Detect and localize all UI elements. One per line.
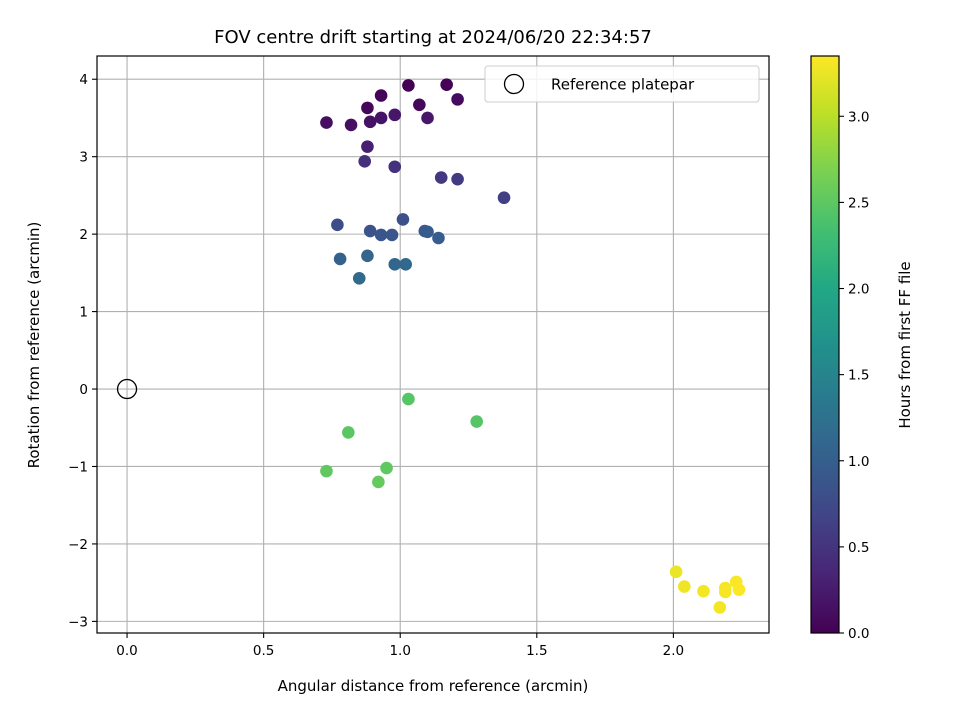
y-tick-label: −3 xyxy=(68,614,88,630)
scatter-point xyxy=(440,78,453,91)
scatter-point xyxy=(374,228,388,242)
scatter-point xyxy=(396,213,410,226)
colorbar-gradient xyxy=(811,56,839,633)
scatter-point xyxy=(388,258,402,271)
scatter-point xyxy=(697,584,710,598)
scatter-point xyxy=(358,155,372,168)
colorbar-tick-label: 1.0 xyxy=(848,454,869,470)
legend-marker-reference xyxy=(503,73,525,95)
scatter-point xyxy=(718,585,732,599)
scatter-point xyxy=(344,118,358,132)
scatter-point xyxy=(421,225,434,239)
scatter-point xyxy=(451,172,464,186)
y-tick-label: −2 xyxy=(68,537,88,553)
x-axis-ticks: 0.0 0.5 1.0 1.5 2.0 xyxy=(116,633,684,659)
scatter-point xyxy=(372,475,385,489)
y-tick-label: 3 xyxy=(79,150,88,166)
scatter-point xyxy=(342,426,355,439)
scatter-point xyxy=(413,98,426,112)
scatter-point xyxy=(331,218,344,232)
y-tick-label: 1 xyxy=(79,305,88,321)
scatter-point xyxy=(352,271,366,285)
scatter-point xyxy=(320,116,333,129)
scatter-point xyxy=(361,101,374,115)
scatter-point xyxy=(451,93,464,106)
scatter-point xyxy=(320,464,333,478)
colorbar-tick-label: 0.5 xyxy=(848,540,869,556)
scatter-point xyxy=(385,228,399,242)
chart-title: FOV centre drift starting at 2024/06/20 … xyxy=(214,27,652,48)
scatter-point xyxy=(402,79,415,92)
scatter-point xyxy=(388,108,402,122)
scatter-point xyxy=(374,111,388,125)
scatter-point xyxy=(361,249,374,263)
scatter-point xyxy=(713,601,727,614)
scatter-point xyxy=(421,111,434,125)
reference-marker-layer xyxy=(116,378,138,400)
y-axis-ticks: −3 −2 −1 0 1 2 3 4 xyxy=(68,72,97,630)
colorbar-label: Hours from first FF file xyxy=(896,261,914,428)
x-tick-label: 0.5 xyxy=(253,643,274,659)
scatter-point xyxy=(402,392,415,406)
colorbar-tick-label: 2.5 xyxy=(848,195,869,211)
scatter-point xyxy=(470,415,484,428)
legend-label-reference: Reference platepar xyxy=(551,76,695,94)
x-tick-label: 1.0 xyxy=(389,643,410,659)
scatter-point xyxy=(361,140,374,153)
x-axis-label: Angular distance from reference (arcmin) xyxy=(278,677,589,695)
scatter-point xyxy=(374,89,388,102)
scatter-point xyxy=(732,583,746,596)
scatter-point xyxy=(432,231,445,245)
colorbar: 0.0 0.5 1.0 1.5 2.0 2.5 3.0 xyxy=(810,55,869,642)
legend: Reference platepar xyxy=(484,65,760,103)
x-tick-label: 2.0 xyxy=(663,643,684,659)
scatter-point xyxy=(669,565,683,579)
colorbar-tick-label: 2.0 xyxy=(848,282,869,298)
x-tick-label: 1.5 xyxy=(526,643,547,659)
scatter-point xyxy=(363,224,377,238)
x-tick-label: 0.0 xyxy=(116,643,137,659)
scatter-point xyxy=(388,160,402,174)
scatter-point xyxy=(333,252,347,266)
y-tick-label: −1 xyxy=(68,459,88,475)
scatter-point xyxy=(363,115,377,129)
scatter-point xyxy=(497,191,511,205)
scatter-point xyxy=(380,461,393,475)
y-axis-label: Rotation from reference (arcmin) xyxy=(25,222,43,469)
scatter-point xyxy=(434,171,448,184)
colorbar-ticks: 0.0 0.5 1.0 1.5 2.0 2.5 3.0 xyxy=(839,109,869,642)
plot-area: 0.0 0.5 1.0 1.5 2.0 −3 −2 −1 0 1 2 3 4 xyxy=(68,55,770,659)
colorbar-frame xyxy=(810,55,840,634)
y-tick-label: 4 xyxy=(79,72,88,88)
scatter-point xyxy=(678,580,691,593)
plot-frame xyxy=(96,55,770,634)
colorbar-tick-label: 3.0 xyxy=(848,109,869,125)
scatter-points xyxy=(320,78,746,614)
colorbar-tick-label: 0.0 xyxy=(848,626,869,642)
legend-box xyxy=(484,65,760,103)
reference-platepar-marker xyxy=(116,378,138,400)
colorbar-tick-label: 1.5 xyxy=(848,368,869,384)
y-tick-label: 0 xyxy=(79,382,88,398)
y-tick-label: 2 xyxy=(79,227,88,243)
scatter-point xyxy=(399,258,412,271)
